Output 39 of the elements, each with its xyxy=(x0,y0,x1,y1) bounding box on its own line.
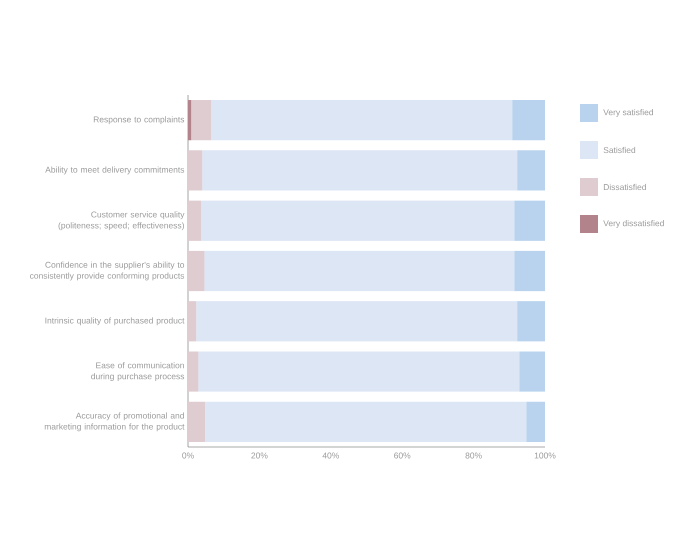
bar xyxy=(514,250,546,292)
bar xyxy=(188,150,202,191)
legend-label: Dissatisfied xyxy=(604,184,646,190)
bar xyxy=(188,100,192,140)
y-tick-label: Customer service quality (politeness; speed; effectiveness) xyxy=(58,211,184,230)
legend-label: Satisfied xyxy=(604,146,636,154)
x-tick-label: 20% xyxy=(251,452,268,458)
bar xyxy=(514,200,546,241)
bar xyxy=(205,402,526,442)
y-tick-label: Confidence in the supplier's ability to consistently provide conforming products xyxy=(30,262,184,280)
bar xyxy=(191,100,212,140)
y-tick-label: Intrinsic quality of purchased product xyxy=(45,317,184,326)
bar xyxy=(519,351,546,392)
bar xyxy=(198,351,520,392)
bar xyxy=(526,402,546,442)
bar xyxy=(201,200,514,241)
legend-label: Very dissatisfied xyxy=(603,220,664,228)
bar xyxy=(211,100,512,140)
bar xyxy=(202,150,518,191)
x-tick-label: 100% xyxy=(534,452,556,458)
y-tick-label: Ability to meet delivery commitments xyxy=(45,166,184,174)
bar xyxy=(196,301,518,342)
bar xyxy=(512,100,546,140)
y-tick-label: Response to complaints xyxy=(94,116,184,124)
legend-label: Very satisfied xyxy=(603,109,654,117)
bar xyxy=(188,250,204,292)
x-tick-label: 60% xyxy=(394,452,410,458)
x-tick-label: 40% xyxy=(322,452,339,458)
bar xyxy=(188,200,202,241)
x-tick-label: 80% xyxy=(466,452,482,458)
x-tick-label: 0% xyxy=(182,452,194,458)
bar xyxy=(204,250,514,292)
bar xyxy=(188,402,206,442)
bar xyxy=(517,301,546,342)
bar xyxy=(517,150,546,191)
y-tick-label: Ease of communication during purchase process xyxy=(91,362,184,381)
bar xyxy=(188,301,196,342)
bar xyxy=(188,351,198,392)
y-tick-label: Accuracy of promotional and marketing information for the product xyxy=(44,412,184,432)
